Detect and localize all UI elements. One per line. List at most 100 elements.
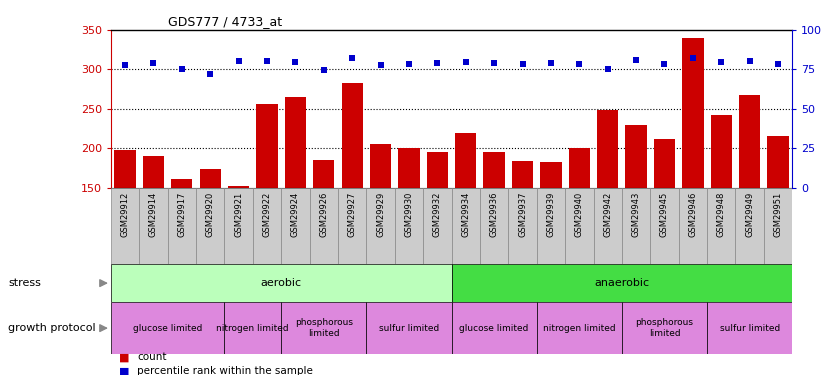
Point [175,66,188,72]
Text: sulfur limited: sulfur limited [719,324,780,333]
Bar [338,188,366,264]
Bar [707,302,792,354]
Text: GSM29922: GSM29922 [263,191,272,237]
Text: GSM29930: GSM29930 [405,191,414,237]
Text: GSM29929: GSM29929 [376,191,385,237]
Text: GSM29936: GSM29936 [489,191,498,237]
Bar [281,188,310,264]
Bar [622,302,707,354]
Text: growth protocol: growth protocol [8,323,96,333]
Bar [366,302,452,354]
Bar [423,188,452,264]
Point [658,61,671,67]
Point [204,71,217,77]
Bar [143,156,164,306]
Bar [310,188,338,264]
Text: GSM29914: GSM29914 [149,191,158,237]
Bar [224,188,253,264]
Point [147,60,160,66]
Bar [569,148,590,306]
Text: nitrogen limited: nitrogen limited [217,324,289,333]
Point [317,67,330,73]
Point [488,60,501,66]
Point [402,61,415,67]
Text: GSM29948: GSM29948 [717,191,726,237]
Text: phosphorous
limited: phosphorous limited [635,318,694,338]
Text: ■: ■ [119,366,130,375]
Text: glucose limited: glucose limited [460,324,529,333]
Bar [540,162,562,306]
Bar [711,115,732,306]
Bar [764,188,792,264]
Bar [285,97,306,306]
Bar [111,264,452,302]
Bar [167,188,196,264]
Text: GSM29912: GSM29912 [121,191,130,237]
Bar [565,188,594,264]
Bar [508,188,537,264]
Text: nitrogen limited: nitrogen limited [543,324,616,333]
Bar [370,144,392,306]
Bar [537,188,565,264]
Bar [707,188,736,264]
Point [516,61,529,67]
Text: glucose limited: glucose limited [133,324,202,333]
Point [289,59,302,65]
Bar [313,160,334,306]
Bar [480,188,508,264]
Text: GSM29946: GSM29946 [688,191,697,237]
Bar [111,302,224,354]
Text: GDS777 / 4733_at: GDS777 / 4733_at [168,15,282,28]
Point [715,59,728,65]
Bar [171,179,192,306]
Bar [736,188,764,264]
Bar [622,188,650,264]
Point [118,62,131,68]
Bar [537,302,622,354]
Point [686,55,699,61]
Text: GSM29945: GSM29945 [660,191,669,237]
Text: GSM29926: GSM29926 [319,191,328,237]
Text: ■: ■ [119,352,130,362]
Text: GSM29939: GSM29939 [547,191,556,237]
Text: GSM29951: GSM29951 [773,191,782,237]
Bar [200,170,221,306]
Bar [511,161,533,306]
Text: GSM29937: GSM29937 [518,191,527,237]
Bar [114,150,135,306]
Bar [654,139,675,306]
Bar [281,302,366,354]
Text: GSM29934: GSM29934 [461,191,470,237]
Bar [398,148,420,306]
Bar [679,188,707,264]
Point [346,55,359,61]
Bar [256,104,277,306]
Text: GSM29949: GSM29949 [745,191,754,237]
Bar [224,302,281,354]
Bar [682,38,704,306]
Text: phosphorous
limited: phosphorous limited [295,318,353,338]
Bar [427,152,448,306]
Text: GSM29932: GSM29932 [433,191,442,237]
Bar [597,110,618,306]
Point [232,58,245,64]
Bar [594,188,622,264]
Bar [366,188,395,264]
Bar [739,95,760,306]
Text: percentile rank within the sample: percentile rank within the sample [137,366,313,375]
Bar [228,186,250,306]
Bar [452,188,480,264]
Bar [196,188,224,264]
Text: GSM29920: GSM29920 [206,191,215,237]
Point [743,58,756,64]
Point [374,62,388,68]
Point [459,58,472,64]
Point [772,61,785,67]
Bar [452,302,537,354]
Text: GSM29943: GSM29943 [631,191,640,237]
Bar [342,83,363,306]
Bar [768,135,789,306]
Bar [650,188,679,264]
Text: GSM29942: GSM29942 [603,191,612,237]
Text: GSM29927: GSM29927 [347,191,356,237]
